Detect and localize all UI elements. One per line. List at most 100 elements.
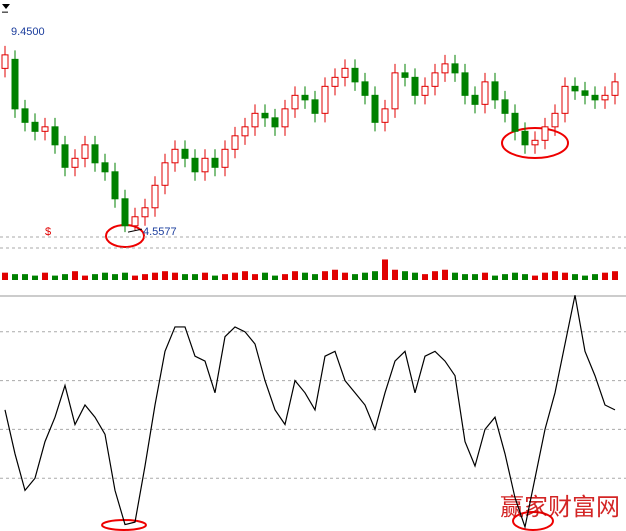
candle-body: [171, 148, 179, 164]
volume-bar: [92, 274, 98, 280]
candle-body: [121, 198, 129, 227]
candle-body: [1, 54, 9, 69]
candle-body: [111, 171, 119, 200]
candle-body: [541, 126, 549, 141]
volume-bar: [132, 275, 138, 280]
price-tick: [127, 228, 143, 233]
volume-bar: [232, 272, 238, 280]
candle-body: [591, 94, 599, 101]
candle-body: [431, 72, 439, 87]
candle-body: [161, 162, 169, 186]
volume-bar: [602, 272, 608, 280]
indicator-line: [4, 295, 616, 530]
volume-bar: [432, 271, 438, 280]
volume-bar: [282, 274, 288, 280]
volume-bar: [532, 275, 538, 280]
candle-body: [441, 63, 449, 74]
volume-bar: [302, 272, 308, 280]
candle-body: [351, 67, 359, 83]
volume-bar: [352, 274, 358, 280]
volume-bar: [262, 272, 268, 280]
volume-bar: [612, 271, 618, 280]
candle-body: [271, 117, 279, 128]
candle-body: [151, 184, 159, 209]
candle-body: [361, 81, 369, 96]
volume-bar: [252, 274, 258, 280]
volume-bar: [12, 274, 18, 280]
volume-bar: [452, 272, 458, 280]
volume-bar: [242, 271, 248, 280]
candle-body: [61, 144, 69, 168]
volume-bar: [102, 272, 108, 280]
candle-body: [81, 144, 89, 159]
candle-body: [401, 72, 409, 78]
candle-body: [421, 85, 429, 96]
candle-body: [131, 216, 139, 227]
candle-body: [531, 139, 539, 146]
candle-body: [21, 108, 29, 123]
volume-bar: [392, 269, 398, 280]
volume-bar: [592, 274, 598, 280]
highlight-circle: [501, 127, 569, 159]
candle-body: [601, 94, 609, 101]
candle-body: [261, 112, 269, 119]
volume-bar: [512, 272, 518, 280]
volume-bar: [62, 274, 68, 280]
candle-body: [221, 148, 229, 168]
candle-body: [281, 108, 289, 128]
candle-body: [291, 94, 299, 110]
candle-body: [251, 112, 259, 128]
candle-body: [511, 112, 519, 132]
candle-body: [391, 72, 399, 110]
volume-bar: [162, 271, 168, 280]
volume-bar: [202, 272, 208, 280]
candle-body: [91, 144, 99, 164]
volume-bar: [542, 272, 548, 280]
highlight-circle: [512, 511, 554, 531]
candle-body: [191, 157, 199, 173]
candle-body: [381, 108, 389, 123]
candle-body: [231, 135, 239, 150]
volume-bar: [472, 274, 478, 280]
volume-bar: [152, 272, 158, 280]
candle-body: [31, 121, 39, 132]
volume-bar: [312, 274, 318, 280]
candle-body: [311, 99, 319, 114]
volume-bar: [112, 274, 118, 280]
candle-body: [241, 126, 249, 137]
price-label: 9.4500: [11, 26, 45, 38]
volume-bar: [52, 275, 58, 280]
volume-bar: [412, 272, 418, 280]
volume-bar: [552, 271, 558, 280]
candle-body: [411, 76, 419, 96]
volume-bar: [332, 269, 338, 280]
volume-bar: [272, 275, 278, 280]
candle-body: [551, 112, 559, 128]
candle-body: [371, 94, 379, 123]
volume-bar: [522, 274, 528, 280]
volume-bar: [72, 271, 78, 280]
volume-bar: [192, 274, 198, 280]
volume-bar: [82, 275, 88, 280]
volume-bar: [292, 271, 298, 280]
candle-body: [141, 207, 149, 218]
candle-body: [71, 157, 79, 168]
volume-bar: [382, 259, 388, 280]
volume-bar: [32, 275, 38, 280]
candle-body: [521, 130, 529, 146]
volume-bar: [572, 274, 578, 280]
candle-body: [41, 126, 49, 132]
volume-bar: [402, 271, 408, 280]
candle-body: [581, 90, 589, 96]
candle-body: [341, 67, 349, 78]
candle-body: [451, 63, 459, 74]
volume-bar: [342, 272, 348, 280]
candle-body: [471, 94, 479, 105]
candle-body: [481, 81, 489, 105]
high-marker-icon: [2, 4, 10, 9]
watermark: 赢家财富网: [500, 493, 620, 521]
volume-bar: [462, 274, 468, 280]
candle-body: [571, 85, 579, 92]
